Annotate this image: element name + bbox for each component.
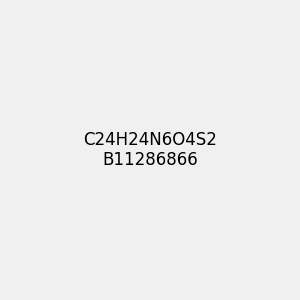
- Text: C24H24N6O4S2
B11286866: C24H24N6O4S2 B11286866: [83, 130, 217, 170]
